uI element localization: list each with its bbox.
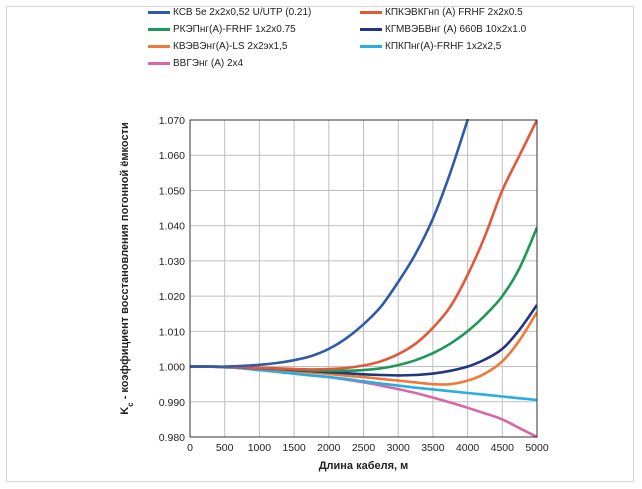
- x-tick-label: 5000: [525, 442, 549, 454]
- y-tick-label: 1.030: [159, 256, 185, 268]
- y-tick-label: 0.990: [159, 397, 185, 409]
- legend-label: КСВ 5е 2x2x0,52 U/UTP (0.21): [173, 6, 312, 18]
- legend-swatch: [148, 27, 170, 31]
- x-tick-label: 2500: [352, 442, 376, 454]
- x-tick-label: 0: [187, 442, 193, 454]
- y-tick-label: 1.050: [159, 185, 185, 197]
- legend-item-vvgeng: ВВГЭнг (А) 2x4: [148, 56, 243, 70]
- legend-label: КВЭВЭнг(А)-LS 2x2эх1,5: [173, 40, 288, 52]
- y-axis-label-rest: - коэффициент восстановления погонной ём…: [119, 122, 131, 402]
- x-tick-labels: 0 500 1000 1500 2000 2500 3000 3500 4000 4500 5000: [187, 442, 549, 454]
- y-axis-label-main: K: [119, 407, 131, 415]
- y-tick-labels: 0.980 0.990 1.000 1.010 1.020 1.030 1.040 1.050…: [159, 115, 185, 444]
- chart-legend: КСВ 5е 2x2x0,52 U/UTP (0.21) КПКЭВКГнп (…: [0, 0, 642, 100]
- y-axis-label-subscript: c: [126, 402, 135, 407]
- x-tick-label: 3000: [387, 442, 411, 454]
- y-tick-label: 1.000: [159, 362, 185, 374]
- legend-label: КГМВЭБВнг (А) 660В 10x2x1.0: [385, 23, 527, 35]
- y-tick-label: 1.060: [159, 150, 185, 162]
- legend-swatch: [148, 10, 170, 14]
- legend-label: КПКЭВКГнп (А) FRHF 2x2x0.5: [385, 6, 523, 18]
- legend-label: ВВГЭнг (А) 2x4: [173, 57, 244, 69]
- x-tick-label: 4000: [456, 442, 480, 454]
- legend-item-kvevenng: КВЭВЭнг(А)-LS 2x2эх1,5: [148, 39, 287, 53]
- y-tick-label: 0.980: [159, 432, 185, 444]
- legend-item-rkepng: РКЭПнг(А)-FRHF 1x2x0.75: [148, 22, 296, 36]
- legend-item-kgmvebvng: КГМВЭБВнг (А) 660В 10x2x1.0: [360, 22, 526, 36]
- y-tick-label: 1.040: [159, 221, 185, 233]
- y-axis-label: Kc - коэффициент восстановления погонной…: [119, 122, 135, 415]
- series-lines: [190, 119, 537, 438]
- grid: [189, 119, 538, 438]
- legend-swatch: [360, 44, 382, 48]
- legend-item-kpkevkgnp: КПКЭВКГнп (А) FRHF 2x2x0.5: [360, 5, 523, 19]
- y-tick-label: 1.020: [159, 291, 185, 303]
- y-tick-label: 1.010: [159, 326, 185, 338]
- x-tick-label: 1000: [248, 442, 272, 454]
- legend-item-kpkpng: КПКПнг(А)-FRHF 1x2x2,5: [360, 39, 501, 53]
- legend-swatch: [360, 10, 382, 14]
- legend-swatch: [360, 27, 382, 31]
- legend-item-kcb: КСВ 5е 2x2x0,52 U/UTP (0.21): [148, 5, 311, 19]
- series-line-0: [190, 119, 469, 368]
- legend-swatch: [148, 44, 170, 48]
- x-tick-label: 1500: [282, 442, 306, 454]
- x-tick-label: 3500: [421, 442, 445, 454]
- legend-label: РКЭПнг(А)-FRHF 1x2x0.75: [173, 23, 296, 35]
- x-tick-label: 500: [216, 442, 234, 454]
- x-tick-label: 2000: [317, 442, 341, 454]
- plot-area: [189, 119, 538, 438]
- y-tick-label: 1.070: [159, 115, 185, 127]
- x-axis-label: Длина кабеля, м: [319, 460, 409, 472]
- legend-swatch: [148, 61, 170, 65]
- series-line-1: [190, 119, 537, 371]
- legend-label: КПКПнг(А)-FRHF 1x2x2,5: [385, 40, 502, 52]
- x-tick-label: 4500: [491, 442, 515, 454]
